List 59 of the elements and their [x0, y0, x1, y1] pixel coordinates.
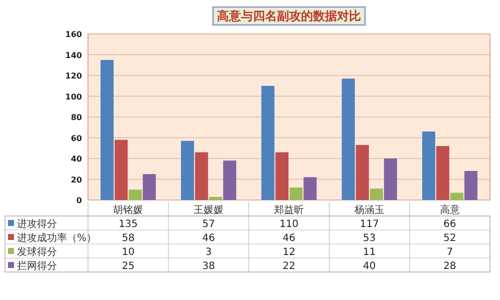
legend-label: 进攻得分 [17, 218, 57, 230]
bar [304, 177, 317, 200]
data-label: 10 [122, 247, 135, 258]
x-tick-label: 王媛媛 [194, 205, 224, 216]
bar [180, 140, 194, 200]
y-tick-label: 60 [70, 134, 82, 143]
data-label: 40 [363, 261, 376, 272]
legend-label: 拦网得分 [17, 260, 57, 272]
data-label: 46 [282, 233, 296, 244]
x-tick-label: 杨涵玉 [353, 204, 384, 216]
data-label: 57 [202, 219, 215, 230]
data-label: 110 [279, 219, 299, 230]
data-label: 52 [443, 233, 456, 244]
y-tick-label: 100 [65, 92, 82, 102]
data-label: 58 [122, 233, 135, 244]
data-label: 46 [202, 233, 215, 244]
bar [114, 140, 128, 200]
bar [422, 132, 436, 200]
y-tick-label: 140 [65, 50, 82, 60]
legend-label: 发球得分 [17, 246, 57, 258]
y-tick-label: 80 [70, 113, 82, 122]
data-label: 53 [363, 233, 376, 244]
y-tick-label: 40 [70, 154, 82, 164]
bar [450, 192, 464, 200]
bar [290, 188, 303, 200]
x-tick-label: 胡铭媛 [113, 204, 144, 216]
bar [370, 188, 383, 200]
data-label: 38 [202, 261, 215, 272]
data-label: 11 [363, 247, 376, 258]
bar [436, 146, 450, 200]
bar [384, 158, 398, 200]
data-label: 7 [446, 247, 453, 258]
x-tick-label: 郑益昕 [274, 204, 304, 216]
bar [100, 60, 114, 200]
bar [356, 145, 369, 200]
bar [223, 160, 236, 200]
data-label: 3 [205, 247, 212, 258]
data-label: 66 [443, 219, 456, 230]
data-label: 28 [443, 261, 456, 272]
legend-label: 进攻成功率（%） [17, 232, 97, 244]
y-tick-label: 120 [65, 72, 82, 80]
bar [275, 152, 288, 200]
data-label: 22 [282, 261, 296, 272]
bar [342, 78, 355, 200]
data-label: 117 [360, 219, 379, 230]
bar [464, 170, 478, 200]
bar [142, 174, 156, 200]
y-tick-label: 160 [65, 30, 82, 39]
bar [128, 190, 142, 200]
data-label: 135 [118, 219, 138, 230]
bar [209, 196, 222, 200]
bar [195, 152, 208, 200]
y-tick-label: 20 [70, 175, 82, 184]
y-tick-label: 0 [76, 196, 82, 205]
data-label: 12 [282, 247, 296, 258]
data-label: 25 [122, 261, 135, 272]
x-tick-label: 高意 [440, 204, 460, 216]
chart-title: 高意与四名副攻的数据对比 [217, 9, 361, 23]
bar [261, 86, 274, 200]
